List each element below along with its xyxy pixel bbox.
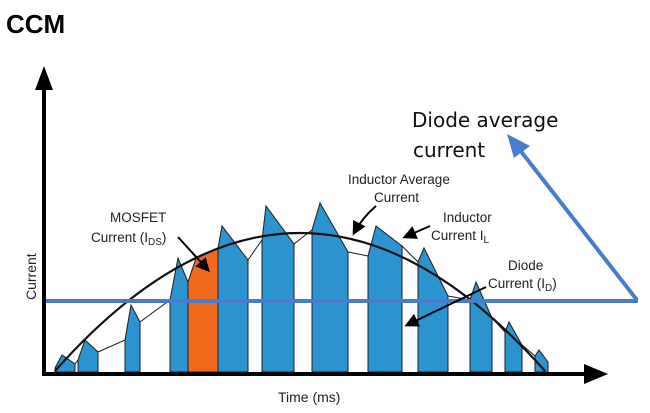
off-time-outline-9	[491, 316, 506, 372]
x-axis-arrowhead	[584, 364, 608, 384]
inductor-current-pulse-8	[311, 201, 349, 373]
inductor-label-line1: Inductor	[443, 210, 492, 225]
inductor-current-pulse-3	[124, 303, 141, 373]
off-time-outline-6	[347, 251, 369, 372]
off-time-outline-10	[521, 343, 536, 372]
diode-average-arrowhead	[507, 134, 530, 158]
inductor-average-label-line1: Inductor Average	[348, 172, 450, 187]
y-axis-label: Current	[23, 253, 39, 300]
diode-label-line2: Current (ID)	[488, 276, 557, 294]
mosfet-label-line2: Current (IDS)	[91, 230, 166, 248]
off-time-outline-1	[74, 358, 79, 372]
inductor-current-pulse-4	[169, 256, 189, 373]
diagram-title: CCM	[6, 9, 65, 39]
off-time-outline-8	[447, 295, 471, 372]
mosfet-current-pulse	[187, 247, 219, 373]
diode-average-label-line1: Diode average	[412, 108, 558, 132]
diode-label-line1: Diode	[508, 258, 543, 273]
x-axis-label: Time (ms)	[278, 389, 340, 405]
inductor-current-pulse-11	[469, 280, 493, 373]
mosfet-pointer	[177, 236, 210, 273]
y-axis-arrowhead	[35, 66, 53, 90]
off-time-outline-3	[139, 299, 171, 372]
inductor-current-pulse-12	[504, 320, 523, 373]
diode-pointer	[404, 286, 487, 327]
inductor-current-pulse-7	[261, 204, 295, 373]
diode-average-label-line2: current	[413, 138, 485, 162]
mosfet-label-line1: MOSFET	[110, 210, 166, 225]
inductor-average-curve	[54, 231, 546, 372]
inductor-average-label-line2: Current	[374, 190, 419, 205]
inductor-pointer	[402, 225, 431, 239]
diode-average-pointer-line	[514, 143, 639, 302]
off-time-outline-4	[247, 238, 263, 372]
inductor-label-line2: Current IL	[431, 228, 490, 246]
off-time-outline-2	[97, 339, 126, 372]
inductor-average-pointer	[352, 205, 377, 236]
inductor-current-pulse-1	[54, 354, 76, 373]
